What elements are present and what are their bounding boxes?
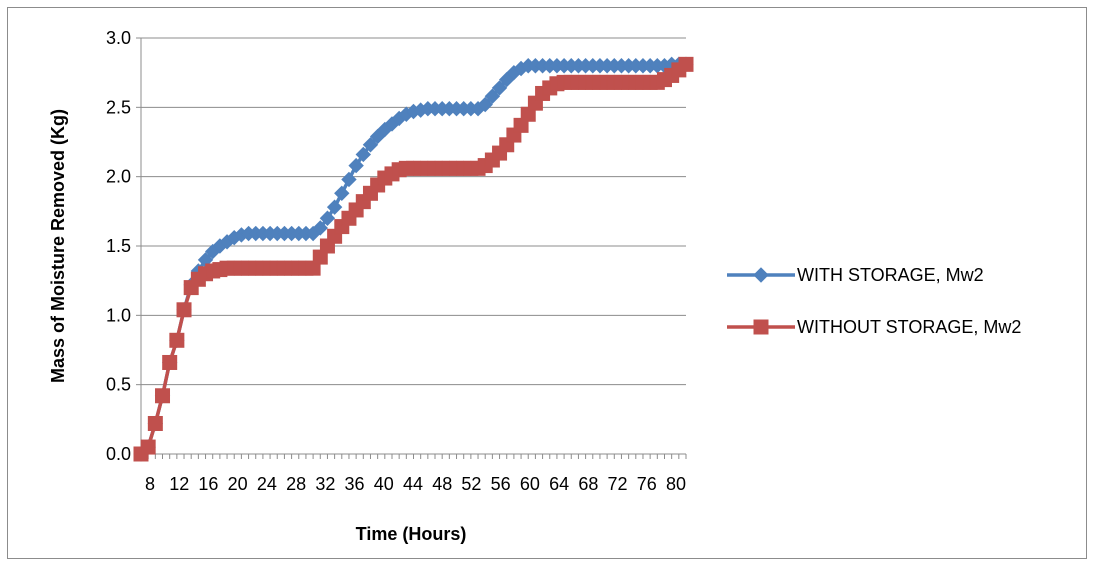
x-tick-label: 32 [315,474,335,494]
line-chart: 0.0 0.5 1.0 1.5 2.0 2.5 3.0 8 12 16 20 24 28 32 36 40 44… [48,28,1021,544]
data-point [334,185,350,202]
legend-label: WITH STORAGE, Mw2 [797,265,984,285]
data-point [491,80,508,96]
y-tick-label: 2.0 [106,167,131,187]
data-point [348,157,364,174]
data-point [176,302,192,318]
x-tick-label: 68 [578,474,598,494]
data-point [341,171,357,188]
x-tick-label: 60 [520,474,540,494]
x-tick-label: 64 [549,474,569,494]
x-tick-label: 20 [228,474,248,494]
data-point [147,415,163,431]
data-point [484,88,501,104]
x-tick-label: 80 [666,474,686,494]
data-point [162,354,178,370]
x-tick-label: 52 [461,474,481,494]
legend-marker [753,267,769,283]
y-tick-label: 3.0 [106,28,131,48]
series-with-storage [133,56,694,462]
data-point [169,332,185,348]
x-tick-label: 44 [403,474,423,494]
x-tick-label: 48 [432,474,452,494]
x-tick-label: 16 [198,474,218,494]
chart-frame: 0.0 0.5 1.0 1.5 2.0 2.5 3.0 8 12 16 20 24 28 32 36 40 44… [7,7,1087,559]
series-line [139,62,686,456]
legend: WITH STORAGE, Mw2 WITHOUT STORAGE, Mw2 [727,265,1021,337]
data-point [355,146,372,163]
legend-marker [753,319,769,335]
y-tick-label: 0.0 [106,444,131,464]
data-point [312,220,328,236]
series-line [139,62,688,456]
legend-label: WITHOUT STORAGE, Mw2 [797,317,1021,337]
data-point [155,388,171,404]
data-point [326,199,343,215]
y-axis-title: Mass of Moisture Removed (Kg) [48,109,68,383]
x-tick-label: 8 [145,474,155,494]
legend-item: WITH STORAGE, Mw2 [727,265,984,285]
x-tick-label: 56 [491,474,511,494]
data-point [319,210,336,226]
data-point [477,96,493,113]
legend-item: WITHOUT STORAGE, Mw2 [727,317,1021,337]
data-point [362,137,379,153]
x-axis-title: Time (Hours) [356,524,467,544]
x-tick-label: 36 [345,474,365,494]
y-tick-label: 1.5 [106,236,131,256]
series-without-storage [133,56,694,462]
x-tick-label: 76 [637,474,657,494]
x-tick-label: 24 [257,474,277,494]
x-tick-label: 40 [374,474,394,494]
y-tick-label: 1.0 [106,305,131,325]
data-point [140,439,156,455]
x-tick-label: 72 [608,474,628,494]
x-tick-label: 28 [286,474,306,494]
y-tick-label: 0.5 [106,375,131,395]
x-tick-label: 12 [169,474,189,494]
y-tick-label: 2.5 [106,97,131,117]
data-point [678,56,694,72]
